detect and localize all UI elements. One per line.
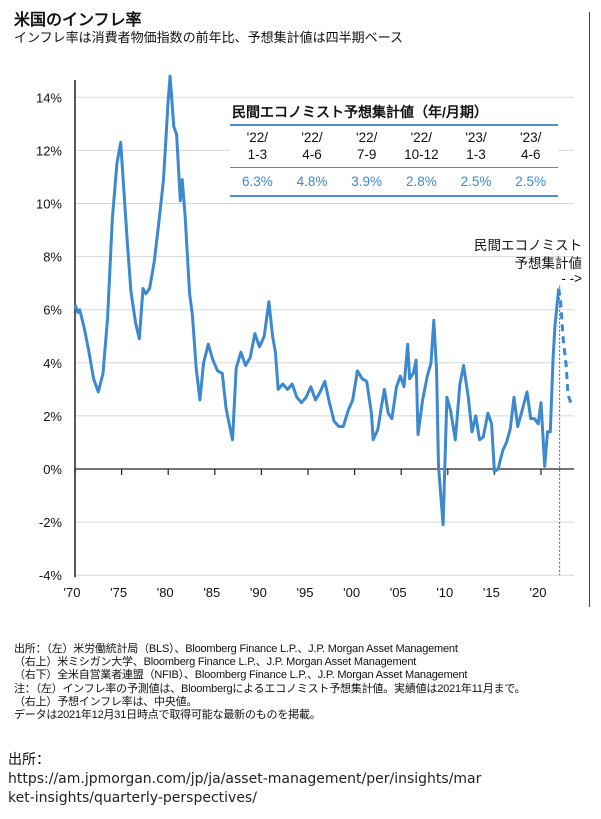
y-tick-label: -4% xyxy=(39,568,63,583)
forecast-value: 2.5% xyxy=(460,174,492,189)
x-tick-label: '75 xyxy=(110,585,127,600)
y-tick-label: 14% xyxy=(36,90,62,105)
y-tick-label: 10% xyxy=(36,197,62,212)
y-tick-label: 12% xyxy=(36,143,62,158)
source: 出所： https://am.jpmorgan.com/jp/ja/asset-… xyxy=(8,751,488,808)
arrow-right-icon: - -> xyxy=(561,271,582,286)
period-year: '23/ xyxy=(520,130,542,145)
period-header: '23/4-6 xyxy=(503,129,558,163)
chart-title: 米国のインフレ率 xyxy=(14,10,142,29)
period-year: '22/ xyxy=(246,130,269,145)
forecast-table-title: 民間エコノミスト予想集計値（年/月期） xyxy=(230,102,558,126)
forecast-value: 6.3% xyxy=(241,174,273,189)
source-label: 出所： xyxy=(8,752,50,768)
forecast-value: 3.9% xyxy=(351,174,383,189)
note-line: 出所：（左）米労働統計局（BLS）、Bloomberg Finance L.P.… xyxy=(14,643,458,655)
note-line: （右上）米ミシガン大学、Bloomberg Finance L.P.、J.P. … xyxy=(14,656,417,669)
x-tick-label: '70 xyxy=(64,585,81,600)
forecast-annotation: 民間エコノミスト 予想集計値 - -> xyxy=(474,237,582,288)
period-months: 4-6 xyxy=(302,147,322,162)
note-line: 注：（左）インフレ率の予測値は、Bloombergによるエコノミスト予想集計値。… xyxy=(14,682,526,695)
right-border xyxy=(589,12,590,607)
period-header: '23/1-3 xyxy=(449,129,504,163)
inflation-chart: -4% -2% 0% 2% 4% 6% 8% 10% 12% 14% '70 '75 '80 '85 '90… xyxy=(36,74,574,600)
note-line: （右下）全米自営業者連盟（NFIB）、Bloomberg Finance L.P… xyxy=(14,669,468,682)
chart-subtitle: インフレ率は消費者物価指数の前年比、予想集計値は四半期ベース xyxy=(14,31,403,46)
period-header: '22/7-9 xyxy=(339,129,394,163)
forecast-table-header: '22/1-3 '22/4-6 '22/7-9 '22/10-12 '23/1-… xyxy=(230,126,558,168)
y-tick-label: -2% xyxy=(39,515,63,530)
annotation-line1: 民間エコノミスト xyxy=(474,238,582,253)
y-tick-label: 6% xyxy=(43,303,62,318)
period-months: 1-3 xyxy=(466,147,486,162)
forecast-value: 2.5% xyxy=(515,174,547,189)
x-tick-label: '10 xyxy=(436,585,453,600)
x-tick-label: '80 xyxy=(157,585,174,600)
x-tick-label: '00 xyxy=(343,585,360,600)
x-tick-label: '95 xyxy=(297,585,314,600)
footnotes: 出所：（左）米労働統計局（BLS）、Bloomberg Finance L.P.… xyxy=(14,643,526,722)
period-header: '22/4-6 xyxy=(285,129,340,163)
y-tick-label: 4% xyxy=(43,356,62,371)
period-months: 1-3 xyxy=(247,147,268,162)
note-line: （右上）予想インフレ率は、中央値。 xyxy=(14,695,198,708)
period-months: 7-9 xyxy=(356,147,377,162)
period-year: '23/ xyxy=(465,130,487,145)
forecast-value: 2.8% xyxy=(405,174,437,189)
note-line: データは2021年12月31日時点で取得可能な最新のものを掲載。 xyxy=(14,709,321,722)
x-tick-label: '85 xyxy=(203,585,220,600)
period-header: '22/10-12 xyxy=(394,129,449,163)
x-tick-label: '15 xyxy=(483,585,500,600)
forecast-table-values: 6.3% 4.8% 3.9% 2.8% 2.5% 2.5% xyxy=(230,168,558,197)
actual-inflation-line xyxy=(73,74,561,527)
forecast-value: 4.8% xyxy=(296,174,328,189)
x-tick-label: '20 xyxy=(530,585,547,600)
period-months: 4-6 xyxy=(520,147,541,162)
period-year: '22/ xyxy=(410,130,433,145)
period-year: '22/ xyxy=(301,130,323,145)
y-tick-label: 2% xyxy=(43,409,62,424)
y-tick-label: 0% xyxy=(43,462,62,477)
period-months: 10-12 xyxy=(404,147,439,162)
y-tick-label: 8% xyxy=(43,250,62,265)
period-header: '22/1-3 xyxy=(230,129,285,163)
annotation-line2: 予想集計値 xyxy=(514,256,583,271)
x-tick-label: '90 xyxy=(250,585,267,600)
x-tick-label: '05 xyxy=(390,585,407,600)
forecast-inflation-line xyxy=(557,288,573,405)
period-year: '22/ xyxy=(356,130,378,145)
forecast-table: 民間エコノミスト予想集計値（年/月期） '22/1-3 '22/4-6 '22/… xyxy=(230,102,558,197)
source-link[interactable]: https://am.jpmorgan.com/jp/ja/asset-mana… xyxy=(8,771,482,806)
